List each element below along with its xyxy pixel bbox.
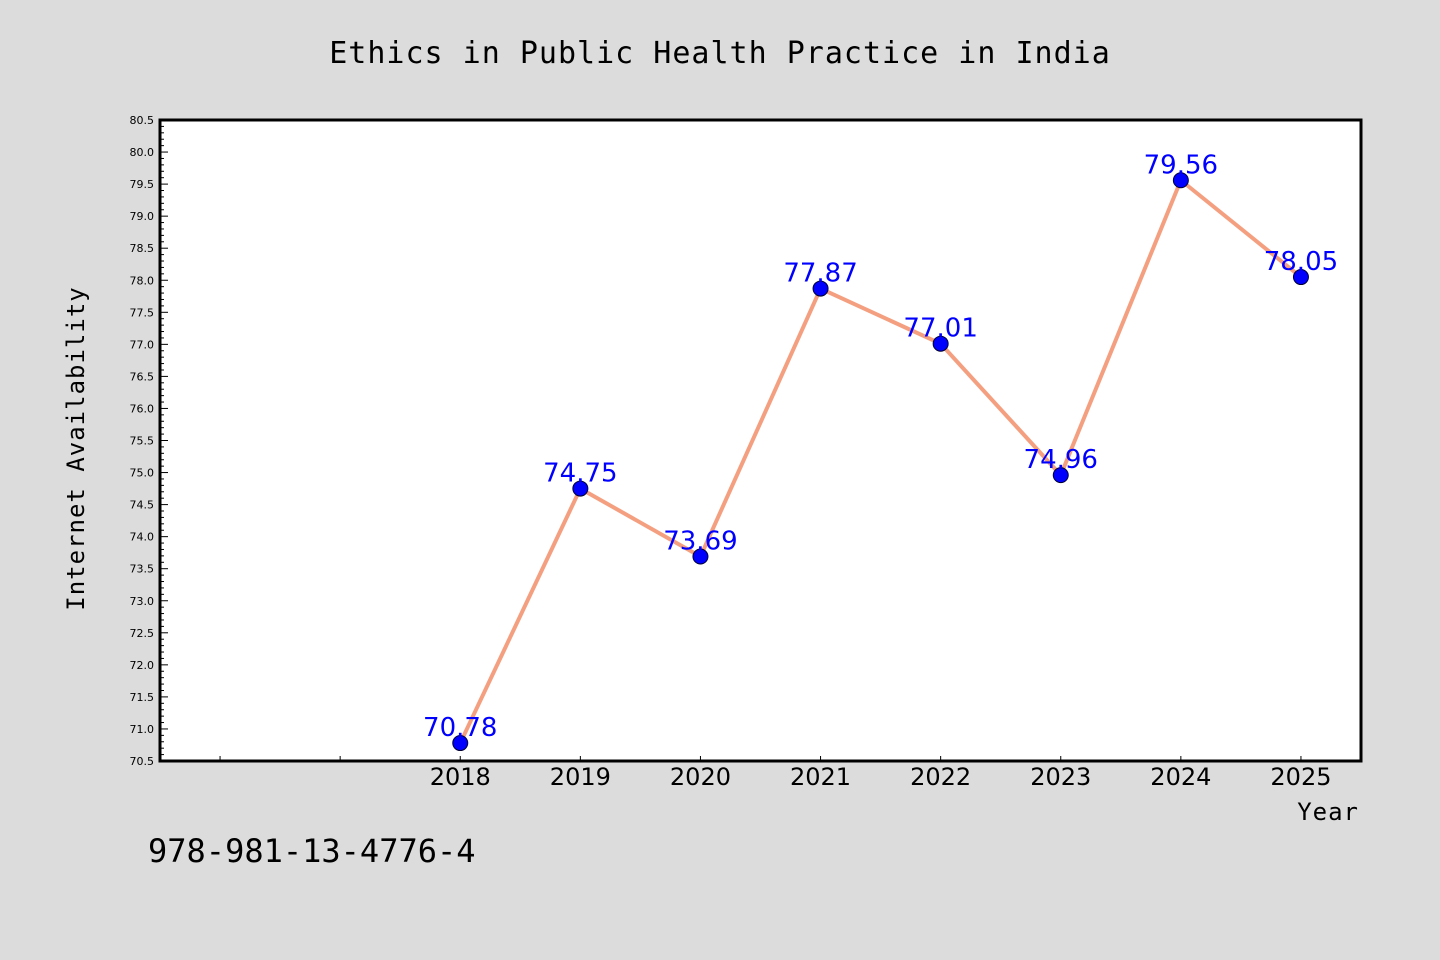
data-label: 77.87 <box>783 259 857 289</box>
y-axis-label: Internet Availability <box>62 286 90 610</box>
y-tick-label: 79.0 <box>130 210 155 223</box>
data-point <box>1172 172 1189 189</box>
data-point <box>452 735 469 752</box>
series-layer: 70.78 74.75 73.69 77.87 77.01 74.96 79.56 78.05 <box>423 150 1338 752</box>
plot-area <box>160 120 1361 761</box>
x-tick-label: 2018 <box>430 763 491 791</box>
y-tick-label: 71.0 <box>130 723 155 736</box>
isbn-footnote: 978-981-13-4776-4 <box>148 832 476 870</box>
x-tick-label: 2021 <box>790 763 851 791</box>
y-tick-label: 80.0 <box>130 146 155 159</box>
y-tick-label: 78.0 <box>130 274 155 287</box>
data-point <box>1052 467 1069 484</box>
data-point <box>932 335 949 352</box>
x-tick-label: 2024 <box>1150 763 1211 791</box>
data-label: 79.56 <box>1144 150 1218 180</box>
data-label: 74.75 <box>543 459 617 489</box>
y-tick-label: 78.5 <box>130 242 155 255</box>
data-label: 74.96 <box>1024 445 1098 475</box>
y-tick-label: 77.0 <box>130 338 155 351</box>
x-tick-label: 2022 <box>910 763 971 791</box>
x-tick-label: 2025 <box>1270 763 1331 791</box>
y-tick-label: 77.5 <box>130 306 155 319</box>
data-label: 78.05 <box>1264 247 1338 277</box>
data-label: 73.69 <box>663 527 737 557</box>
y-tick-label: 72.5 <box>130 627 155 640</box>
axis-ticks: 70.5 71.0 71.5 72.0 72.5 73.0 73.5 74.0 74.5 75.0… <box>130 114 1332 791</box>
x-tick-label: 2019 <box>550 763 611 791</box>
data-point <box>812 280 829 297</box>
y-tick-label: 73.0 <box>130 595 155 608</box>
y-tick-label: 76.0 <box>130 402 155 415</box>
y-tick-label: 73.5 <box>130 563 155 576</box>
x-tick-label: 2023 <box>1030 763 1091 791</box>
data-point <box>692 548 709 565</box>
y-tick-label: 79.5 <box>130 178 155 191</box>
x-tick-label: 2020 <box>670 763 731 791</box>
plot-frame <box>158 118 1363 763</box>
y-tick-label: 72.0 <box>130 659 155 672</box>
y-tick-label: 74.0 <box>130 531 155 544</box>
data-label: 70.78 <box>423 713 497 743</box>
y-tick-label: 80.5 <box>130 114 155 127</box>
y-tick-label: 70.5 <box>130 755 155 768</box>
y-tick-label: 74.5 <box>130 499 155 512</box>
y-tick-label: 76.5 <box>130 370 155 383</box>
chart-title: Ethics in Public Health Practice in Indi… <box>329 36 1111 71</box>
y-tick-label: 75.5 <box>130 435 155 448</box>
series-line <box>458 178 1303 744</box>
y-tick-label: 75.0 <box>130 467 155 480</box>
data-point <box>572 480 589 497</box>
data-point <box>1292 269 1309 286</box>
x-axis-label: Year <box>1297 798 1359 826</box>
data-label: 77.01 <box>903 314 977 344</box>
y-tick-label: 71.5 <box>130 691 155 704</box>
